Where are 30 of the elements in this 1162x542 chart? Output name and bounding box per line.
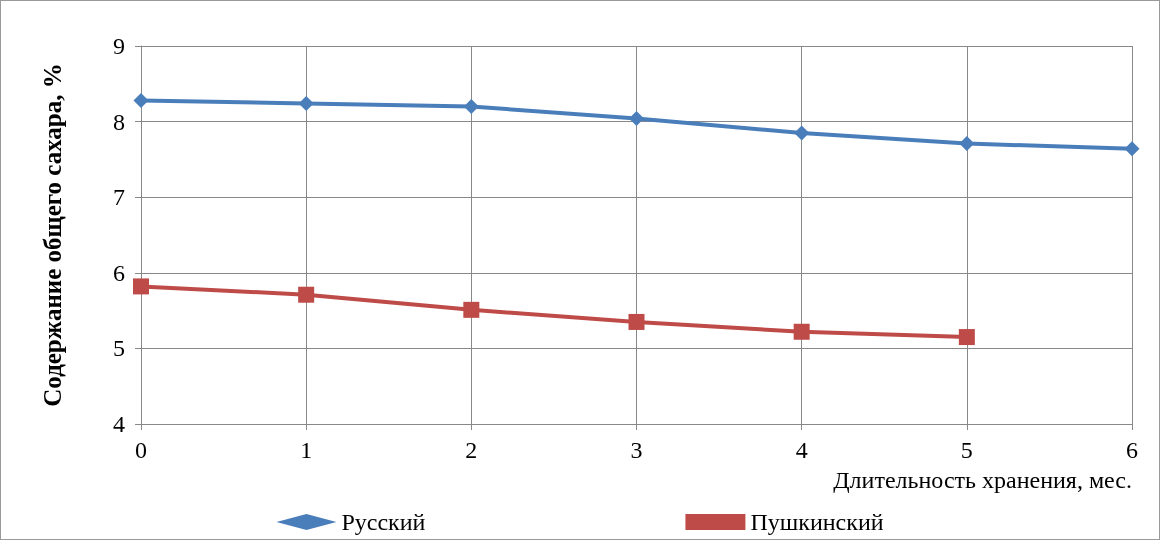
x-tick-label: 4 xyxy=(795,437,808,463)
point xyxy=(133,92,149,108)
x-tick-label: 5 xyxy=(960,437,973,463)
point xyxy=(463,301,480,318)
x-tick-label: 3 xyxy=(630,437,643,463)
y-tick-label: 4 xyxy=(113,411,125,437)
y-tick-label: 9 xyxy=(113,33,125,59)
x-tick-label: 0 xyxy=(135,437,147,463)
point xyxy=(628,313,645,330)
legend-label: Русский xyxy=(341,509,426,535)
legend-label: Пушкинский xyxy=(750,509,884,535)
point xyxy=(1124,141,1140,157)
point xyxy=(629,111,644,127)
y-tick-label: 6 xyxy=(113,259,125,286)
point xyxy=(463,98,479,114)
point xyxy=(793,323,810,340)
x-tick-label: 6 xyxy=(1126,437,1138,463)
x-tick-label: 2 xyxy=(465,437,478,463)
point xyxy=(298,95,314,111)
point xyxy=(133,278,149,295)
point xyxy=(959,136,975,152)
x-tick-label: 1 xyxy=(300,437,313,463)
point xyxy=(298,286,315,303)
y-tick-label: 8 xyxy=(113,108,125,135)
x-axis-title: Длительность хранения, мес. xyxy=(833,467,1132,493)
y-tick-label: 7 xyxy=(113,184,125,211)
point xyxy=(794,125,810,141)
point xyxy=(958,329,975,346)
y-tick-label: 5 xyxy=(113,335,125,362)
y-axis-title: Содержание общего сахара, % xyxy=(38,63,66,407)
